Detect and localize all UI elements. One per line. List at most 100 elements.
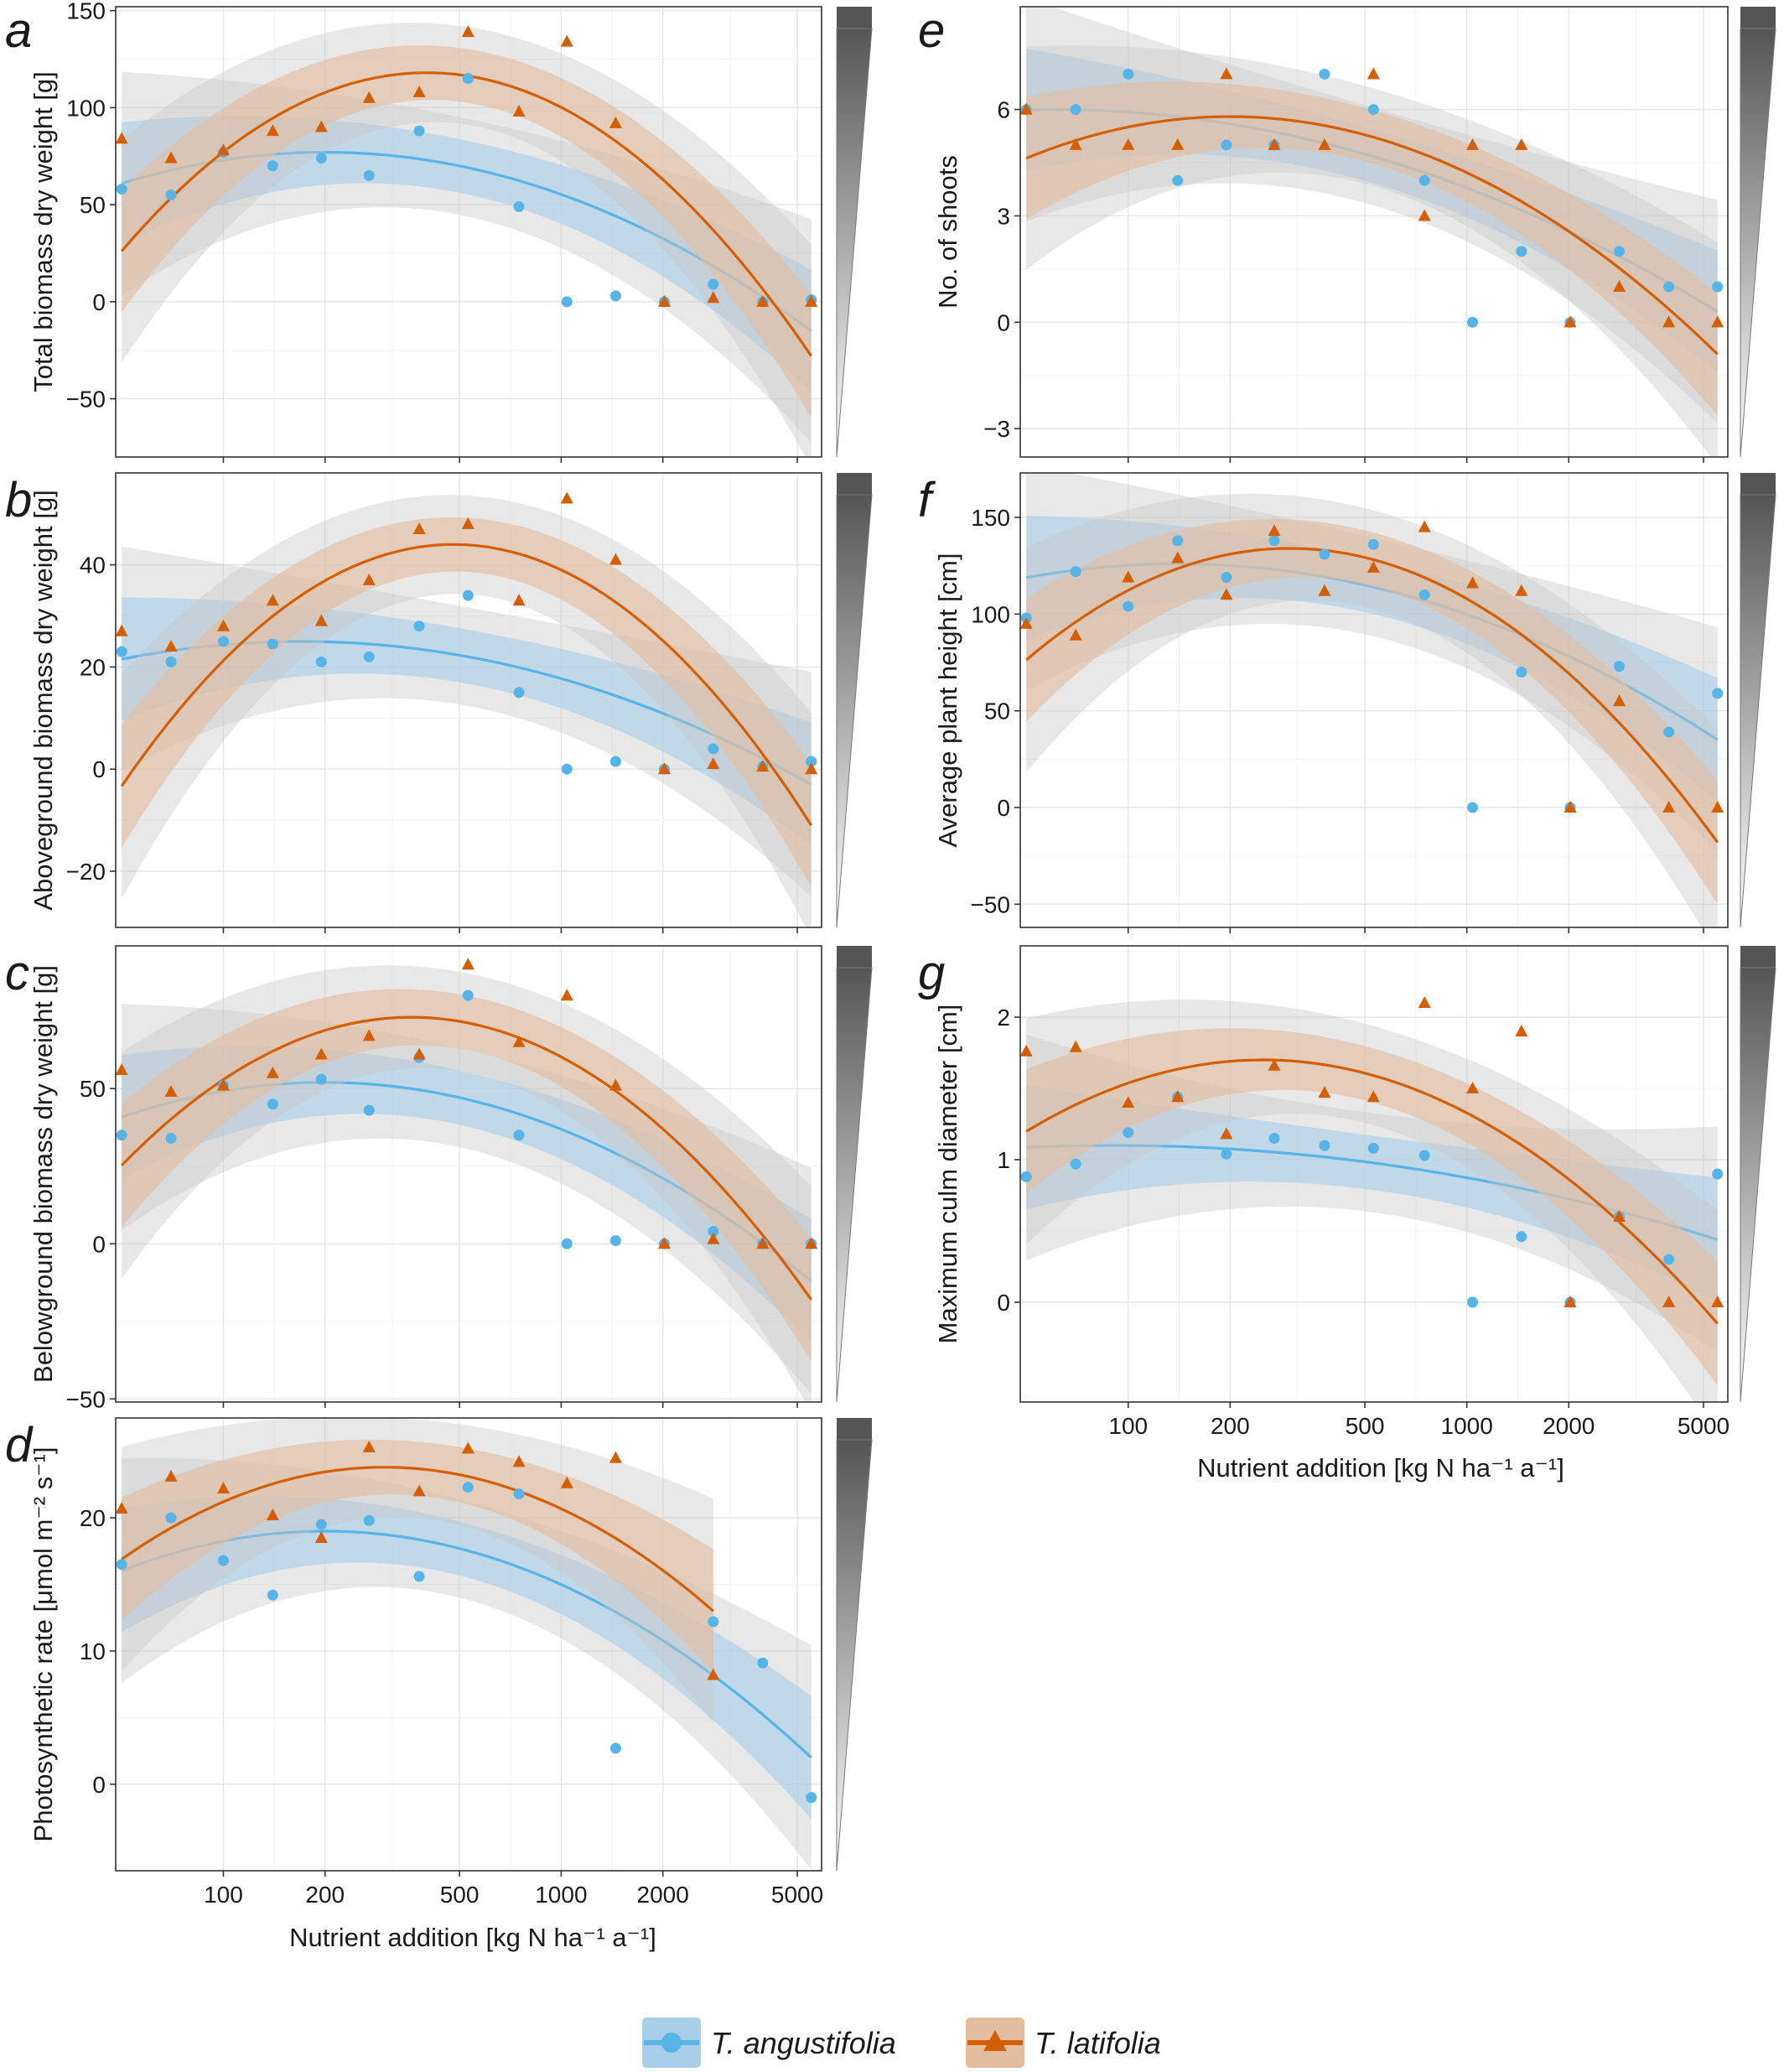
data-point [1019,616,1033,629]
data-point [609,1235,621,1247]
fit-line [1025,115,1719,356]
gradient-cap [1740,946,1776,969]
data-point [1515,138,1528,150]
data-point [708,1616,719,1628]
data-point [461,1441,475,1454]
data-point [1418,174,1430,186]
panel-border [1019,945,1729,1403]
data-point [115,132,128,144]
fits [120,495,813,927]
data-point [412,1484,426,1497]
data-point [609,290,621,302]
x-axis-title-left: Nutrient addition [kg N ha⁻¹ a⁻¹] [289,1923,656,1952]
inner-ci-band [1026,518,1718,905]
data-point [1418,520,1431,532]
gradient-wedge [836,28,873,458]
y-axis-title: Belowground biomass dry weight [g] [29,965,58,1383]
data-point [513,200,525,212]
y-axis-title: Average plant height [cm] [933,553,962,848]
data-point [412,522,426,534]
points-angustifolia [1020,535,1724,813]
panel-a: −50 0 50 100 150 Total biomass dry weight [g]… [5,0,873,463]
data-point [1220,588,1233,600]
data-point [1221,1148,1232,1160]
data-point [314,614,328,626]
data-point [363,1514,375,1526]
fit-line [1025,1058,1719,1325]
x-tick-label: 200 [1211,1413,1250,1439]
y-tick-label: 100 [971,601,1010,627]
data-point [461,517,475,529]
gradient-cap [837,7,872,30]
data-point [412,85,426,97]
data-point [708,743,719,755]
legend-label-angustifolia: T. angustifolia [711,2026,896,2060]
data-point [412,1047,426,1060]
data-point [1070,566,1081,578]
panel-f: −50 0 50 100 150 Average plant height [cm] f [918,472,1776,933]
panel-letter: c [5,946,29,1000]
data-point [1123,600,1134,612]
data-point [1662,801,1676,813]
inner-ci-band [122,989,812,1362]
data-point [315,1519,327,1530]
data-point [115,624,128,636]
data-point [461,25,475,38]
data-point [1069,1040,1082,1052]
data-point [266,1066,279,1078]
gradient-wedge [836,494,873,928]
y-axis-title: Aboveground biomass dry weight [g] [29,490,58,910]
data-point [657,762,671,775]
y-axis-title: Total biomass dry weight [g] [29,71,58,392]
points-latifolia [115,491,818,775]
y-tick-label: 50 [984,698,1010,724]
data-point [1318,138,1331,150]
gradient-cap [1740,7,1776,30]
y-tick-label: 0 [997,309,1010,335]
legend: T. angustifolia T. latifolia [642,2017,1161,2068]
data-point [707,1232,720,1244]
panel-letter: g [918,946,945,1000]
data-point [1564,315,1577,328]
data-point [362,91,376,103]
inner-ci-band [1026,1085,1718,1302]
fit-line [120,543,813,827]
data-point [1123,1127,1134,1139]
data-point [756,294,770,307]
data-point [1564,1296,1577,1307]
data-point [116,1129,127,1141]
data-point [363,1104,375,1116]
gradient-cap [837,473,872,496]
data-point [1418,589,1430,600]
panel-letter: b [5,473,32,527]
fits [120,23,813,457]
data-point [315,656,327,667]
data-point [1019,102,1033,115]
y-tick-label: −50 [971,891,1011,917]
data-point [315,1073,327,1085]
data-point [413,621,425,632]
data-point [413,1571,425,1582]
data-point [1613,1210,1626,1222]
data-point [1516,246,1527,257]
data-point [1171,138,1185,150]
points-latifolia [115,1440,720,1680]
data-point [165,190,177,201]
data-point [560,989,573,1001]
inner-ci-band [1026,81,1718,416]
data-point [1367,67,1380,80]
gradient-wedge [1740,967,1776,1403]
data-point [1367,1090,1380,1103]
data-point [805,1237,818,1249]
gradient-wedge [836,1439,873,1872]
data-point [1613,694,1626,707]
data-point [707,291,720,304]
data-point [609,1078,622,1091]
data-point [1418,209,1431,221]
data-point [413,125,425,137]
data-point [1467,802,1479,813]
data-point [561,1238,573,1249]
data-point [1367,538,1379,550]
x-tick-label: 5000 [771,1882,823,1908]
